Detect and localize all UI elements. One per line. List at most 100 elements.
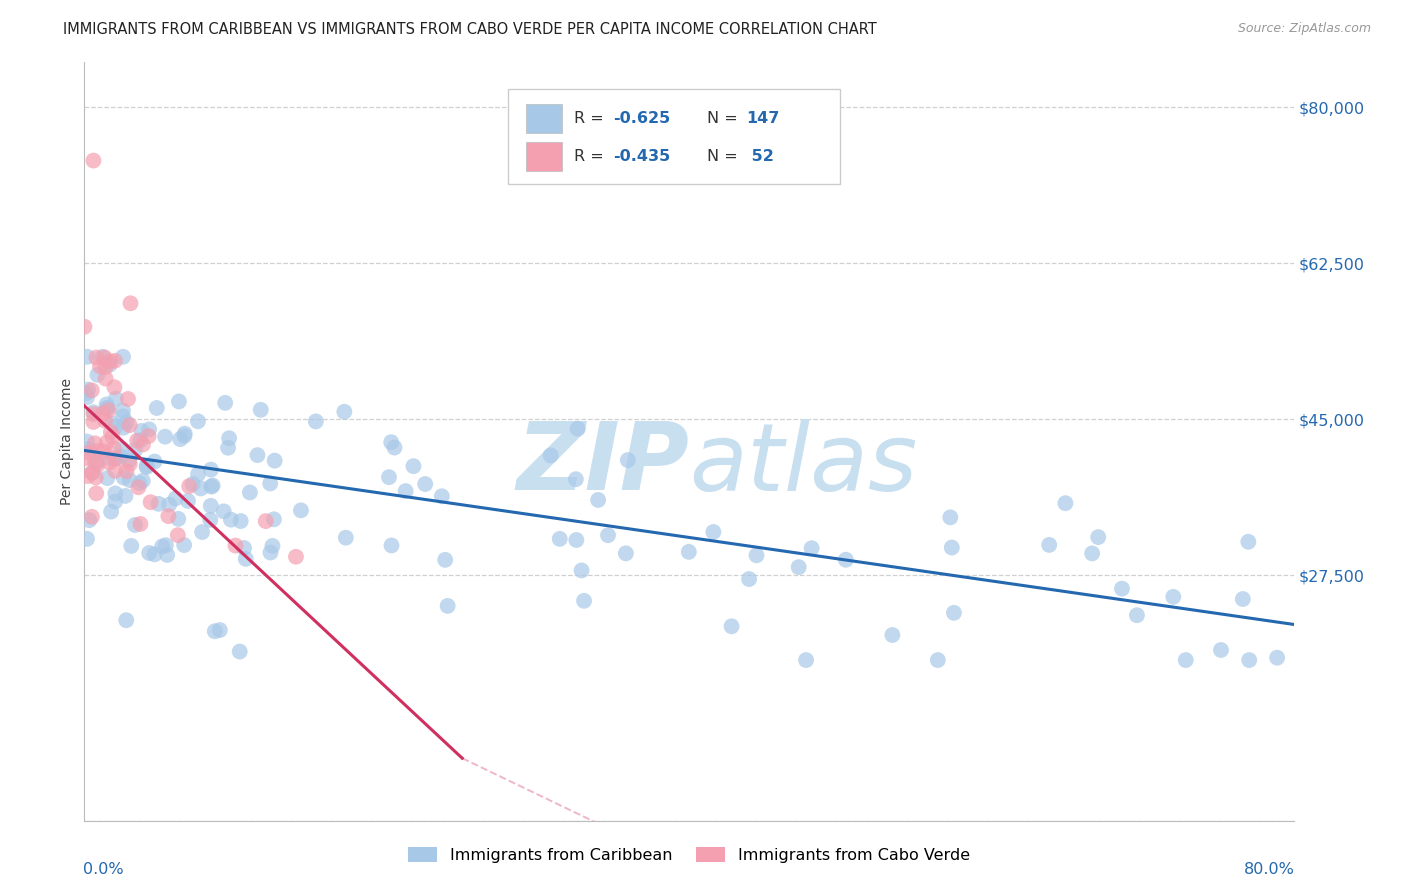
Point [115, 613, 138, 627]
Point [129, 516, 152, 531]
Point [118, 453, 141, 467]
Point [413, 477, 436, 491]
Point [101, 430, 124, 444]
Point [96, 471, 118, 485]
Point [76, 434, 98, 449]
Point [259, 476, 281, 491]
Point [82, 415, 104, 429]
Point [290, 503, 312, 517]
Text: R =: R = [574, 111, 609, 126]
Point [335, 531, 357, 545]
Point [97, 403, 120, 417]
Point [93, 444, 115, 458]
Point [166, 528, 188, 542]
Point [127, 480, 149, 494]
Point [169, 432, 191, 446]
Point [111, 442, 134, 456]
Point [548, 532, 571, 546]
Point [378, 470, 401, 484]
Point [246, 448, 269, 462]
Point [135, 458, 157, 473]
Point [882, 628, 904, 642]
Point [80, 466, 103, 480]
Point [1237, 653, 1260, 667]
Point [571, 564, 593, 578]
Point [94, 371, 117, 385]
Point [103, 442, 125, 456]
Point [138, 429, 160, 443]
Text: 0.0%: 0.0% [83, 863, 124, 878]
Point [540, 449, 562, 463]
Point [1161, 590, 1184, 604]
Point [1087, 530, 1109, 544]
Point [927, 653, 949, 667]
Point [1054, 496, 1077, 510]
Point [86, 458, 108, 473]
Point [177, 494, 200, 508]
Point [157, 509, 180, 524]
Bar [526, 142, 562, 171]
Point [1265, 650, 1288, 665]
Point [132, 437, 155, 451]
Point [125, 434, 148, 448]
Point [1081, 546, 1104, 560]
Point [249, 402, 271, 417]
Point [101, 417, 124, 431]
Point [200, 499, 222, 513]
Point [262, 539, 284, 553]
Point [96, 435, 118, 450]
Point [94, 359, 117, 374]
Point [225, 539, 247, 553]
Point [204, 624, 226, 639]
Point [217, 441, 239, 455]
Point [1209, 643, 1232, 657]
Point [787, 560, 810, 574]
Point [434, 553, 457, 567]
Point [259, 545, 281, 559]
Point [115, 416, 138, 430]
Point [614, 546, 637, 560]
Point [181, 477, 204, 491]
Point [73, 319, 96, 334]
Point [96, 401, 118, 416]
Point [702, 524, 724, 539]
Point [1126, 608, 1149, 623]
Point [617, 453, 640, 467]
Point [76, 350, 98, 364]
Point [75, 386, 97, 401]
Point [104, 353, 127, 368]
Point [104, 464, 127, 478]
Point [201, 478, 224, 492]
Point [124, 442, 146, 457]
Bar [526, 104, 562, 133]
Point [117, 392, 139, 406]
Point [1111, 582, 1133, 596]
Point [115, 464, 138, 478]
Point [179, 479, 201, 493]
Point [105, 451, 128, 466]
Point [120, 296, 142, 310]
Point [384, 441, 406, 455]
Point [394, 484, 416, 499]
Point [111, 403, 134, 417]
Point [565, 472, 588, 486]
Point [285, 549, 308, 564]
Point [112, 470, 135, 484]
Point [219, 513, 242, 527]
Point [104, 392, 127, 406]
Point [84, 436, 107, 450]
Point [941, 541, 963, 555]
Point [208, 623, 231, 637]
Y-axis label: Per Capita Income: Per Capita Income [60, 378, 75, 505]
Point [153, 430, 176, 444]
Point [98, 354, 121, 368]
Text: R =: R = [574, 149, 609, 164]
Point [157, 498, 180, 512]
Point [380, 435, 402, 450]
Point [187, 467, 209, 482]
Point [436, 599, 458, 613]
Point [200, 463, 222, 477]
Point [104, 486, 127, 500]
Point [191, 524, 214, 539]
Point [1237, 534, 1260, 549]
